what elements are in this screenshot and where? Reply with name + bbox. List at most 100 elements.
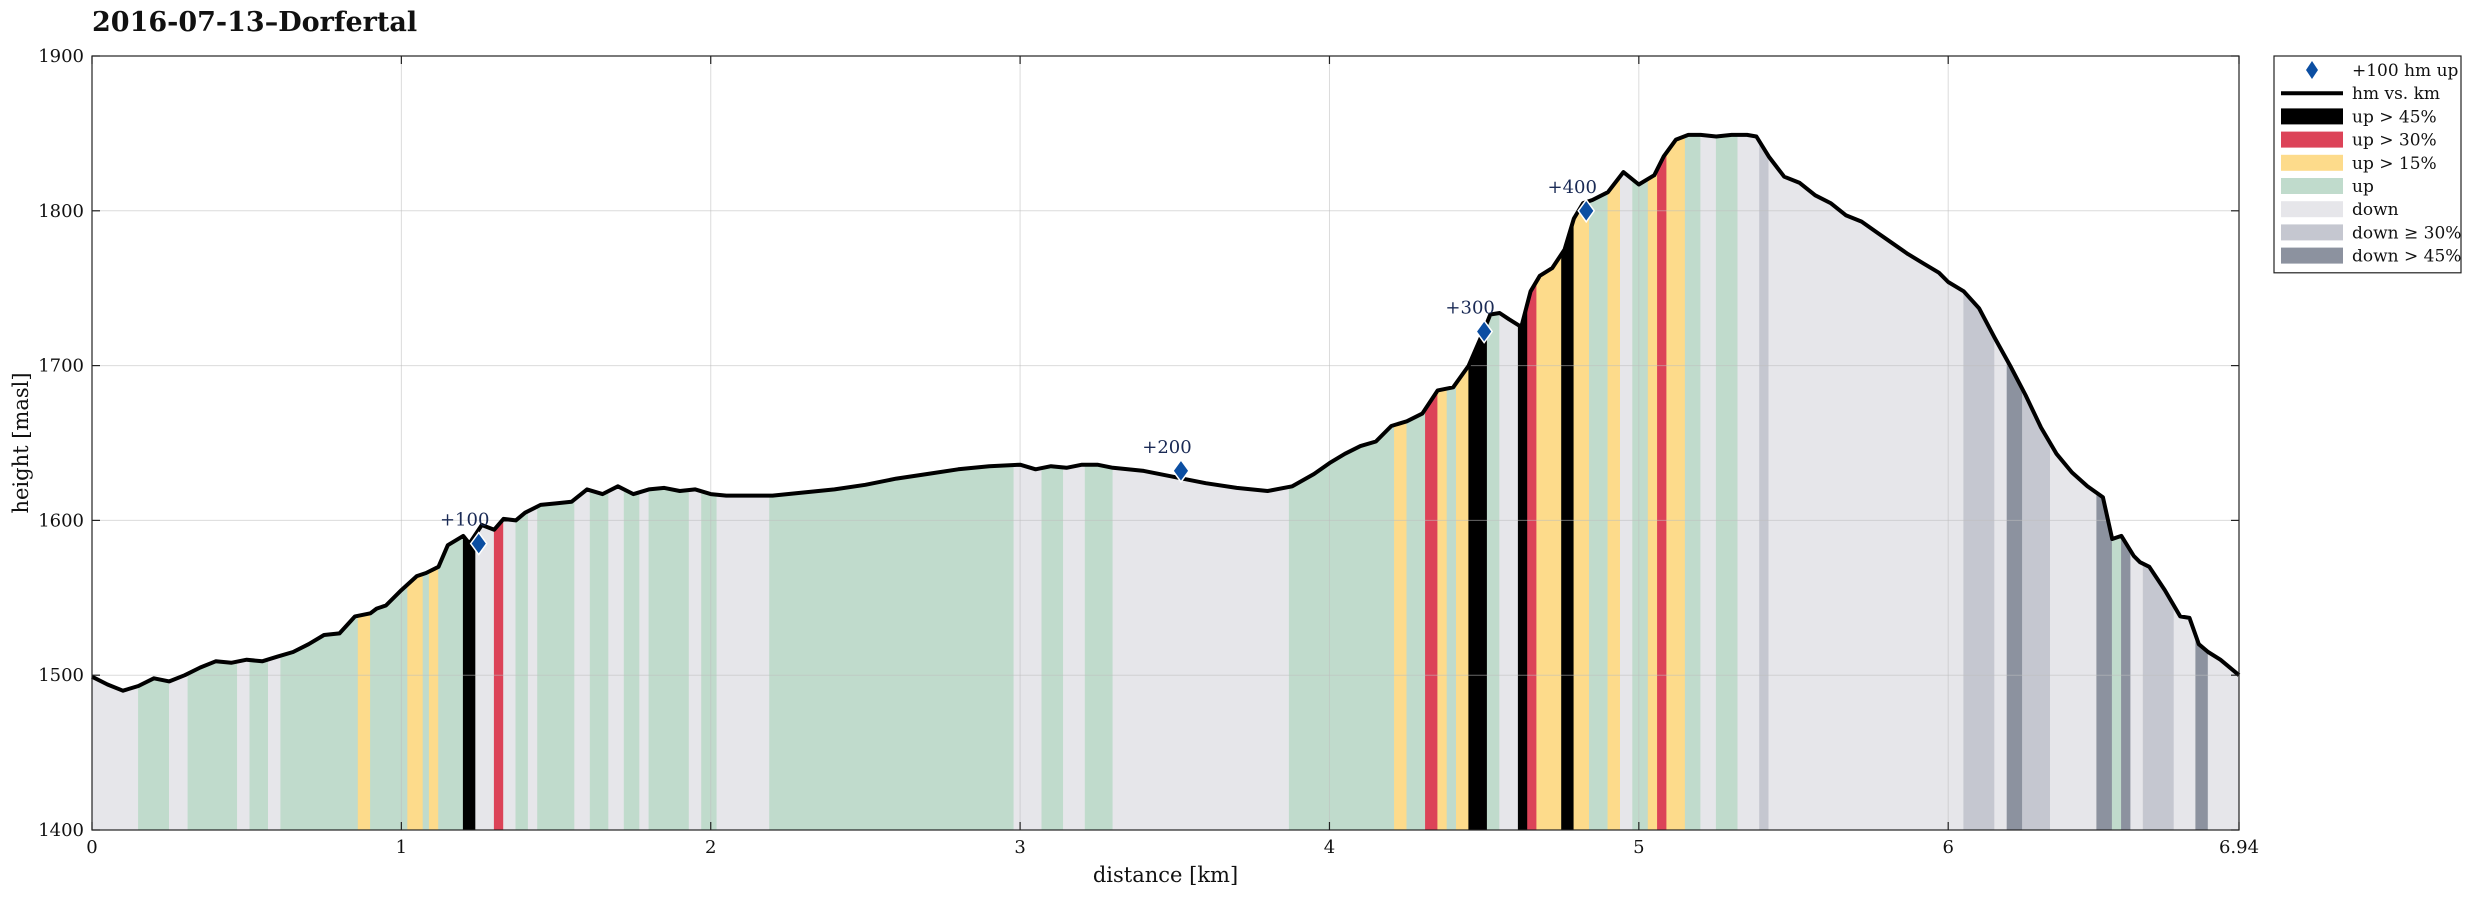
segment-up30-56 <box>1657 151 1667 831</box>
x-tick-label: 2 <box>705 837 716 858</box>
segment-up45-43 <box>1468 322 1488 831</box>
legend-label-down: down <box>2352 200 2399 220</box>
segment-down-74 <box>2173 604 2196 831</box>
x-tick-label: 4 <box>1324 837 1335 858</box>
marker-label-2: +300 <box>1445 298 1494 319</box>
legend-label-up45: up > 45% <box>2352 107 2437 127</box>
segment-up15-37 <box>1394 420 1408 831</box>
segment-up-70 <box>2111 535 2122 831</box>
segment-up-26 <box>648 487 690 831</box>
segment-down-6 <box>268 655 281 831</box>
y-tick-label: 1500 <box>38 665 84 686</box>
gradient-segments <box>91 134 2240 831</box>
segment-down-4 <box>237 659 251 831</box>
segment-up-36 <box>1288 424 1395 831</box>
climb-markers: +100 +200 +300 +400 <box>440 177 1597 556</box>
legend-swatch-up30 <box>2281 131 2343 148</box>
segment-up15-57 <box>1666 135 1686 831</box>
segment-down30-64 <box>1963 290 1995 831</box>
legend-label-down45: down > 45% <box>2352 247 2461 267</box>
segment-down45-69 <box>2096 492 2113 831</box>
x-tick-label: 6 <box>1942 837 1953 858</box>
profile-line <box>91 132 2241 693</box>
segment-up-22 <box>589 489 609 831</box>
x-tick-label: 1 <box>396 837 407 858</box>
segment-up30-47 <box>1527 279 1537 831</box>
segment-down-27 <box>688 489 702 831</box>
grid-lines <box>92 56 2239 830</box>
legend-swatch-down45 <box>2281 247 2343 264</box>
legend-label-down30: down ≥ 30% <box>2352 223 2461 243</box>
x-tick-label: 0 <box>86 837 97 858</box>
segment-down-0 <box>91 676 139 831</box>
segment-down-19 <box>527 506 538 831</box>
segment-down-35 <box>1112 467 1290 831</box>
segment-down-63 <box>1768 155 1964 831</box>
segment-down-31 <box>1013 464 1043 831</box>
segment-up-3 <box>187 660 238 831</box>
legend-swatch-marker <box>2306 61 2318 79</box>
marker-diamond-3 <box>1577 198 1596 224</box>
segment-down-23 <box>608 485 625 831</box>
segment-down-15 <box>475 524 495 831</box>
x-tick-label: 5 <box>1633 837 1644 858</box>
segment-up15-48 <box>1536 253 1562 831</box>
segment-up30-39 <box>1425 389 1438 831</box>
segment-up15-12 <box>428 566 439 831</box>
x-tick-label: 3 <box>1014 837 1025 858</box>
segment-down-68 <box>2050 442 2097 831</box>
segment-up-60 <box>1715 134 1739 831</box>
legend-label-marker: +100 hm up <box>2352 61 2459 81</box>
segment-up-51 <box>1589 191 1609 831</box>
segment-down45-75 <box>2195 635 2209 831</box>
segment-down30-73 <box>2142 563 2175 831</box>
segment-down-72 <box>2130 549 2144 831</box>
segment-up-24 <box>623 488 640 831</box>
y-tick-label: 1400 <box>38 820 84 841</box>
segment-down45-71 <box>2121 534 2131 831</box>
segment-down-65 <box>1994 336 2008 831</box>
legend: +100 hm up hm vs. km up > 45% up > 30% up > … <box>2273 55 2462 274</box>
legend-swatch-up <box>2281 178 2343 194</box>
y-tick-label: 1700 <box>38 356 84 377</box>
marker-label-1: +200 <box>1142 437 1191 458</box>
legend-label-up30: up > 30% <box>2352 131 2437 151</box>
segment-down-29 <box>716 494 770 831</box>
segment-up15-10 <box>407 573 424 831</box>
segment-up-7 <box>280 615 359 831</box>
segment-up15-55 <box>1647 168 1658 831</box>
segment-down-21 <box>574 489 591 831</box>
segment-up-9 <box>370 583 408 831</box>
marker-label-0: +100 <box>440 510 489 531</box>
segment-up45-14 <box>462 533 476 831</box>
segment-up-54 <box>1632 178 1649 831</box>
segment-up30-16 <box>493 518 504 831</box>
segment-down-33 <box>1063 464 1086 831</box>
segment-up-44 <box>1486 312 1500 831</box>
legend-label-up: up <box>2352 177 2374 197</box>
segment-up-41 <box>1446 381 1457 831</box>
segment-up-18 <box>515 510 529 831</box>
segment-up-1 <box>138 677 170 831</box>
segment-down-45 <box>1499 312 1519 831</box>
legend-label-up15: up > 15% <box>2352 154 2437 174</box>
segment-up15-40 <box>1437 388 1448 831</box>
segment-down-61 <box>1737 134 1760 831</box>
y-tick-label: 1800 <box>38 201 84 222</box>
segment-up15-52 <box>1607 175 1621 831</box>
legend-label-line: hm vs. km <box>2352 84 2440 104</box>
legend-swatch-up15 <box>2281 154 2343 171</box>
segment-up-5 <box>249 658 269 831</box>
segment-up-11 <box>422 571 430 831</box>
segment-up-34 <box>1084 464 1114 831</box>
legend-swatch-up45 <box>2281 108 2343 125</box>
segment-down30-67 <box>2022 388 2051 831</box>
x-axis-ticks: 0 1 2 3 4 5 6 6.94 <box>86 56 2259 858</box>
segment-down-2 <box>169 673 189 831</box>
segment-down45-66 <box>2006 358 2023 831</box>
segment-up-38 <box>1406 407 1426 831</box>
segment-up-13 <box>438 535 464 831</box>
segment-down30-62 <box>1759 140 1770 831</box>
segment-down-25 <box>639 488 650 831</box>
